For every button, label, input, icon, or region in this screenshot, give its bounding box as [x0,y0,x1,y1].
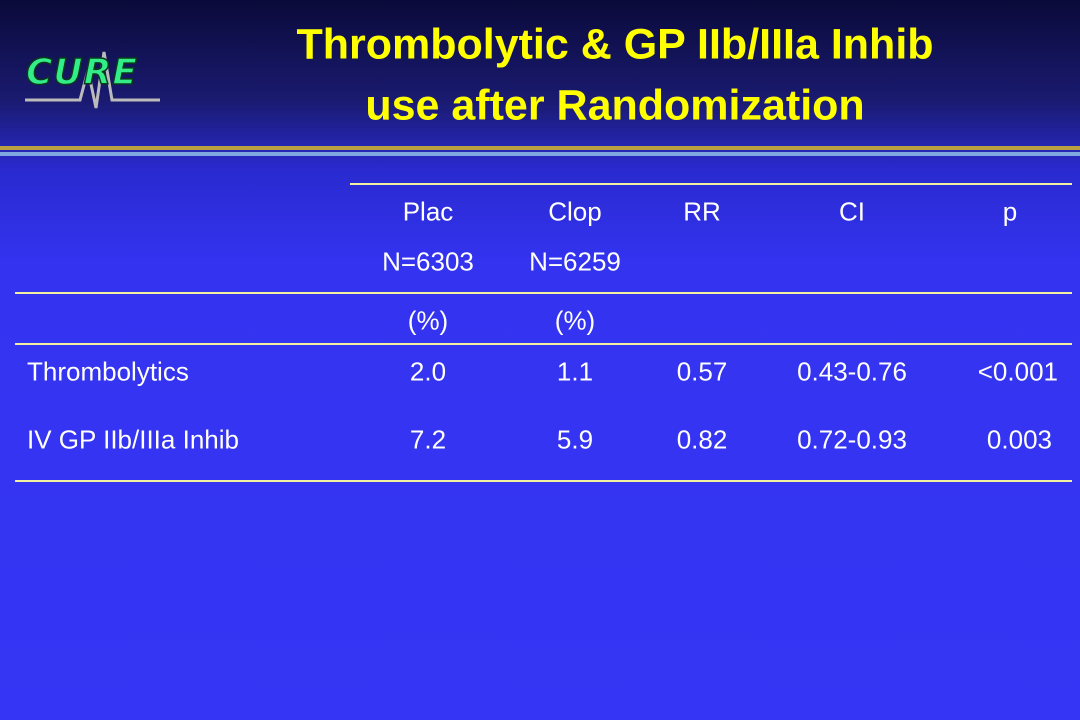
row-label: Thrombolytics [27,356,189,387]
cell: 0.43-0.76 [797,356,907,387]
cell: 1.1 [556,356,594,387]
rule [15,292,1072,294]
logo-graphic [25,51,160,109]
cell: 0.82 [676,424,728,455]
cell: 7.2 [409,424,447,455]
cell: 5.9 [556,424,594,455]
cell: 2.0 [409,356,447,387]
cell: 0.003 [986,424,1052,455]
title-line: use after Randomization [365,81,865,130]
row-label: IV GP IIb/IIIa Inhib [27,424,239,455]
header-cell: p [1002,196,1018,227]
rule [15,343,1072,345]
unit-cell: (%) [407,305,449,336]
ecg-line [25,51,160,109]
logo: CURE [25,51,138,94]
unit-cell: (%) [554,305,596,336]
cell: 0.72-0.93 [797,424,907,455]
subheader-cell: N=6303 [382,246,474,277]
subheader-cell: N=6259 [529,246,621,277]
divider [0,146,1080,150]
cell: 0.57 [676,356,728,387]
divider [0,152,1080,156]
header-cell: Clop [548,196,602,227]
header-cell: RR [683,196,721,227]
cell: <0.001 [977,356,1058,387]
header-cell: Plac [402,196,454,227]
title-line: Thrombolytic & GP IIb/IIIa Inhib [296,20,934,69]
rule [15,480,1072,482]
rule [350,183,1072,185]
header-cell: CI [839,196,865,227]
